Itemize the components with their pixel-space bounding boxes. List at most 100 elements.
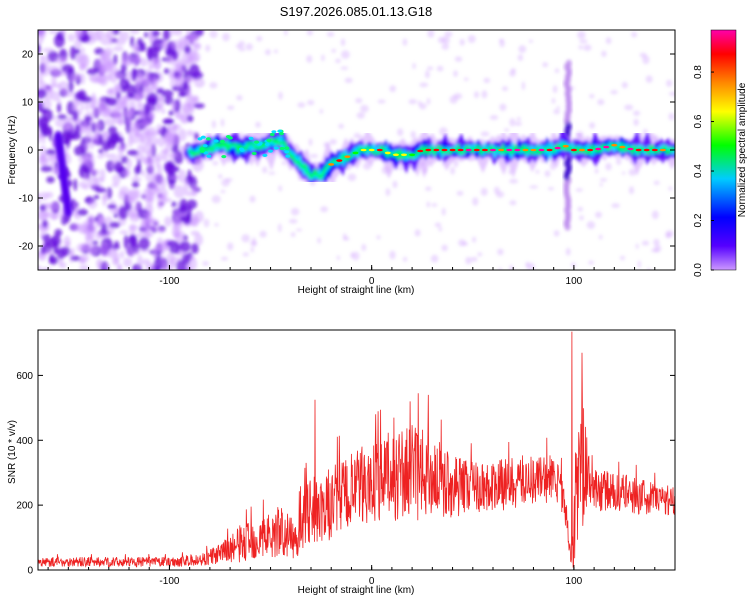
noise-blob xyxy=(70,132,82,140)
noise-blob xyxy=(317,237,321,244)
colorbar-gradient xyxy=(710,29,737,271)
noise-blob xyxy=(140,77,151,87)
noise-blob xyxy=(631,31,638,38)
noise-blob xyxy=(552,85,558,94)
hotspot xyxy=(554,146,561,150)
noise-blob xyxy=(363,162,372,170)
noise-blob xyxy=(544,170,551,178)
noise-blob xyxy=(80,242,91,251)
spectrogram-y-tick-label: 20 xyxy=(22,50,34,61)
noise-blob xyxy=(605,37,612,45)
noise-blob xyxy=(470,256,478,262)
noise-blob xyxy=(54,33,65,48)
noise-blob xyxy=(66,171,71,179)
noise-blob xyxy=(82,184,90,190)
noise-blob xyxy=(241,234,250,243)
hotspot xyxy=(611,143,618,147)
noise-blob xyxy=(184,45,191,54)
hotspot xyxy=(264,142,270,146)
noise-blob xyxy=(163,130,172,143)
noise-blob xyxy=(183,178,190,192)
noise-blob xyxy=(105,97,118,106)
noise-blob xyxy=(320,206,328,213)
noise-blob xyxy=(168,110,174,116)
noise-blob xyxy=(353,132,361,139)
noise-blob xyxy=(38,265,42,270)
hotspot xyxy=(279,146,285,151)
noise-blob xyxy=(472,236,477,243)
snr-x-axis-label: Height of straight line (km) xyxy=(298,585,415,596)
noise-blob xyxy=(156,227,166,234)
noise-blob xyxy=(131,181,140,188)
noise-blob xyxy=(100,51,106,58)
noise-blob xyxy=(651,248,659,253)
noise-blob xyxy=(586,221,596,230)
trace-hotspots xyxy=(197,129,666,166)
hotspot xyxy=(579,148,585,152)
snr-line xyxy=(38,331,675,568)
noise-blob xyxy=(306,30,313,36)
hotspot xyxy=(384,151,391,155)
hotspot xyxy=(202,144,208,148)
noise-blob xyxy=(225,178,233,182)
noise-blob xyxy=(137,254,143,269)
noise-blob xyxy=(583,44,592,51)
hotspot xyxy=(417,149,424,153)
noise-blob xyxy=(310,154,319,158)
noise-blob xyxy=(610,90,618,95)
noise-blob xyxy=(620,255,625,261)
noise-blob xyxy=(95,58,103,69)
noise-blob xyxy=(439,127,448,136)
noise-blob xyxy=(621,171,626,175)
noise-blob xyxy=(174,166,180,172)
noise-blob xyxy=(376,235,381,240)
noise-blob xyxy=(326,31,335,37)
noise-blob xyxy=(628,186,635,195)
noise-blob xyxy=(137,143,145,155)
noise-blob xyxy=(38,101,44,112)
noise-blob xyxy=(143,102,151,115)
noise-blob xyxy=(85,101,90,112)
noise-blob xyxy=(385,188,391,197)
noise-blob xyxy=(153,153,165,162)
noise-blob xyxy=(40,191,49,201)
noise-blob xyxy=(109,71,119,83)
noise-blob xyxy=(163,161,175,173)
noise-blob xyxy=(91,92,96,104)
noise-blob xyxy=(214,223,219,227)
noise-blob xyxy=(71,222,84,231)
vertical-spike xyxy=(563,59,573,231)
noise-blob xyxy=(134,121,140,135)
noise-blob xyxy=(392,180,398,189)
colorbar-tick-label: 0.8 xyxy=(693,65,704,79)
noise-blob xyxy=(402,256,408,262)
noise-blob xyxy=(238,40,245,48)
noise-blob xyxy=(125,120,133,125)
colorbar-tick-label: 0.4 xyxy=(693,164,704,178)
noise-blob xyxy=(340,38,346,47)
hotspot xyxy=(595,147,602,151)
noise-blob xyxy=(616,158,622,165)
noise-blob xyxy=(113,108,123,118)
noise-blob xyxy=(148,112,155,121)
noise-blob xyxy=(74,91,84,101)
noise-blob xyxy=(497,248,504,256)
snr-plot-area xyxy=(38,330,675,570)
noise-blob xyxy=(182,253,191,265)
noise-blob xyxy=(40,267,52,270)
noise-blob xyxy=(172,30,183,36)
noise-blob xyxy=(175,124,182,130)
hotspot xyxy=(587,148,594,152)
noise-blob xyxy=(665,232,672,239)
noise-blob xyxy=(211,195,221,204)
noise-blob xyxy=(138,237,150,251)
noise-blob xyxy=(80,258,86,264)
hotspot xyxy=(238,147,244,151)
noise-blob xyxy=(178,128,187,142)
noise-blob xyxy=(472,197,479,206)
noise-blob xyxy=(319,108,323,114)
noise-blob xyxy=(160,40,168,49)
noise-blob xyxy=(389,250,396,260)
spectrogram-x-tick-label: 100 xyxy=(566,276,583,287)
noise-blob xyxy=(633,110,641,116)
